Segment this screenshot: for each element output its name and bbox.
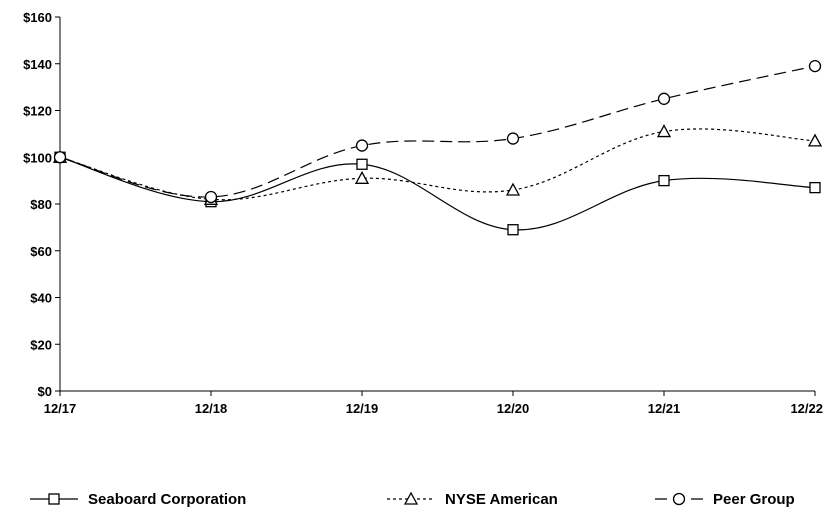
legend-label: NYSE American bbox=[445, 491, 558, 508]
data-point-marker bbox=[656, 124, 672, 138]
chart-axes: $0 $20 $40 $60 $80 $100 $120 $140 $160 12/17 12/18… bbox=[23, 10, 823, 416]
x-tick-label: 12/17 bbox=[44, 401, 77, 416]
data-point-marker bbox=[204, 190, 218, 204]
y-tick-label: $0 bbox=[38, 384, 52, 399]
data-point-marker bbox=[354, 170, 370, 184]
data-point-marker bbox=[355, 139, 369, 152]
y-tick-label: $100 bbox=[23, 150, 52, 165]
chart-legend: Seaboard Corporation NYSE American Peer Gr… bbox=[30, 491, 795, 508]
legend-marker bbox=[48, 493, 60, 505]
legend-item: Peer Group bbox=[655, 491, 795, 508]
series-layer bbox=[52, 59, 823, 236]
data-point-marker bbox=[658, 174, 670, 187]
x-tick-label: 12/20 bbox=[497, 401, 530, 416]
y-tick-label: $40 bbox=[30, 291, 52, 306]
legend-item: NYSE American bbox=[387, 491, 558, 508]
legend-marker bbox=[672, 492, 686, 506]
data-point-marker bbox=[809, 181, 821, 194]
data-point-marker bbox=[356, 158, 368, 170]
x-tick-label: 12/22 bbox=[790, 401, 823, 416]
series-line bbox=[59, 65, 816, 198]
y-tick-label: $120 bbox=[23, 104, 52, 119]
y-tick-label: $140 bbox=[23, 57, 52, 72]
series-line bbox=[59, 156, 816, 231]
legend-item: Seaboard Corporation bbox=[30, 491, 246, 508]
data-point-marker bbox=[506, 132, 520, 145]
y-tick-label: $60 bbox=[30, 244, 52, 259]
series-peer-group bbox=[53, 59, 822, 204]
data-point-marker bbox=[808, 59, 822, 73]
y-tick-label: $80 bbox=[30, 197, 52, 212]
data-point-marker bbox=[53, 151, 67, 164]
data-point-marker bbox=[507, 224, 519, 236]
y-tick-label: $160 bbox=[23, 10, 52, 25]
legend-label: Peer Group bbox=[713, 491, 795, 508]
x-tick-label: 12/21 bbox=[648, 401, 681, 416]
x-tick-label: 12/19 bbox=[346, 401, 379, 416]
data-point-marker bbox=[657, 92, 671, 105]
y-tick-label: $20 bbox=[30, 337, 52, 352]
legend-label: Seaboard Corporation bbox=[88, 491, 246, 508]
series-line bbox=[59, 128, 816, 201]
data-point-marker bbox=[505, 182, 521, 196]
legend-marker bbox=[403, 491, 419, 505]
x-tick-label: 12/18 bbox=[195, 401, 228, 416]
data-point-marker bbox=[807, 133, 823, 147]
